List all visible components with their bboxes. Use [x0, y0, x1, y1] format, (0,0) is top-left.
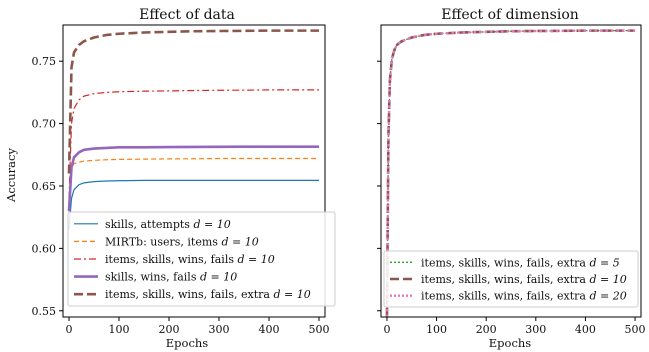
series-group [385, 29, 636, 317]
legend: skills, attempts d = 10 MIRTb: users, ite… [67, 211, 336, 307]
plot-frame [380, 24, 642, 318]
series-line-5 [67, 29, 319, 174]
x-tick-label: 100 [426, 323, 447, 336]
x-axis-label: Epochs [489, 336, 532, 350]
legend: items, skills, wins, fails, extra d = 5 i… [383, 250, 639, 308]
x-tick-label: 500 [625, 323, 646, 336]
legend-label: skills, attempts d = 10 [105, 218, 231, 231]
x-tick-label: 0 [66, 323, 73, 336]
legend-box [67, 211, 336, 307]
x-tick-label: 200 [159, 323, 180, 336]
y-tick-label: 0.55 [32, 305, 57, 318]
x-axis-label: Epochs [166, 336, 209, 350]
y-tick-label: 0.60 [32, 242, 57, 255]
x-tick-label: 100 [109, 323, 130, 336]
y-tick-label: 0.65 [32, 180, 57, 193]
chart-title: Effect of dimension [441, 7, 579, 23]
legend-label: items, skills, wins, fails, extra d = 5 [421, 256, 620, 269]
series-line-2 [68, 157, 319, 214]
x-tick-label: 500 [309, 323, 330, 336]
y-axis-label: Accuracy [4, 148, 18, 203]
y-tick-label: 0.75 [32, 55, 57, 68]
x-tick-label: 300 [525, 323, 546, 336]
plot-frame [62, 24, 326, 318]
chart-panel-dimension: Effect of dimension Epochs 0 100 200 300 400… [377, 7, 646, 350]
x-tick-label: 400 [575, 323, 596, 336]
x-tick-label: 0 [383, 323, 390, 336]
legend-box [383, 250, 639, 308]
series-line-1 [68, 179, 319, 230]
x-tick-label: 400 [259, 323, 280, 336]
legend-label: items, skills, wins, fails d = 10 [105, 253, 275, 266]
series-group [67, 29, 319, 230]
legend-label: skills, wins, fails d = 10 [105, 271, 237, 284]
chart-panel-data: Effect of data Epochs 0 100 200 300 400 500 0.… [32, 7, 336, 350]
series-line-3 [68, 89, 319, 199]
x-tick-label: 300 [209, 323, 230, 336]
series-line-3 [385, 29, 636, 317]
legend-label: items, skills, wins, fails, extra d = 20 [421, 290, 627, 303]
legend-label: MIRTb: users, items d = 10 [105, 235, 259, 248]
legend-label: items, skills, wins, fails, extra d = 10 [105, 288, 311, 301]
y-tick-label: 0.70 [32, 118, 57, 131]
series-line-4 [67, 145, 319, 212]
chart-title: Effect of data [139, 7, 235, 23]
legend-label: items, skills, wins, fails, extra d = 10 [421, 273, 627, 286]
x-tick-label: 200 [476, 323, 497, 336]
